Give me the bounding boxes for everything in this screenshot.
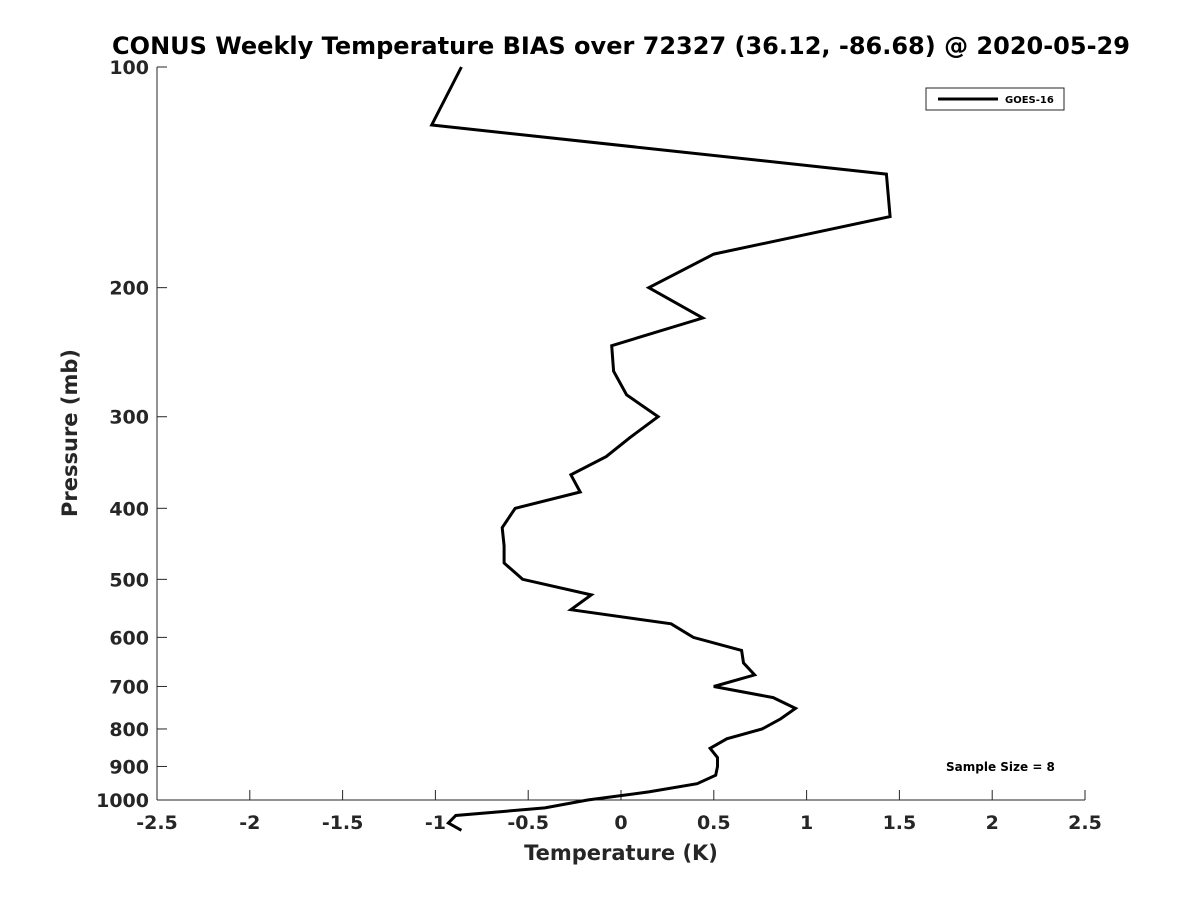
x-tick-label: 1 <box>800 812 813 834</box>
x-tick-label: -2.5 <box>136 812 178 834</box>
y-tick-label: 700 <box>109 676 149 698</box>
x-tick-label: 0 <box>614 812 627 834</box>
y-tick-label: 800 <box>109 719 149 741</box>
x-tick-label: 2.5 <box>1068 812 1102 834</box>
y-tick-label: 300 <box>109 407 149 429</box>
plot-area <box>157 67 1085 800</box>
y-tick-label: 200 <box>109 278 149 300</box>
y-tick-label: 900 <box>109 756 149 778</box>
x-tick-label: -1.5 <box>322 812 364 834</box>
y-ticks: 100 200 300 400 500 600 700 800 900 1000 <box>96 57 167 812</box>
chart-title: CONUS Weekly Temperature BIAS over 72327… <box>112 32 1130 60</box>
x-tick-label: -0.5 <box>507 812 549 834</box>
x-tick-label: -2 <box>239 812 260 834</box>
x-tick-label: 1.5 <box>883 812 917 834</box>
x-tick-label: 2 <box>986 812 999 834</box>
sample-size-annotation: Sample Size = 8 <box>946 760 1055 774</box>
x-tick-label: 0.5 <box>697 812 731 834</box>
y-axis-label: Pressure (mb) <box>58 349 82 517</box>
y-tick-label: 1000 <box>96 790 149 812</box>
legend: GOES-16 <box>925 87 1065 111</box>
x-tick-label: -1 <box>425 812 446 834</box>
y-tick-label: 600 <box>109 627 149 649</box>
legend-label-goes-16: GOES-16 <box>1005 95 1054 106</box>
x-ticks: -2.5 -2 -1.5 -1 -0.5 0 0.5 1 1.5 2 2.5 <box>136 790 1102 834</box>
y-tick-label: 500 <box>109 569 149 591</box>
series-line-goes-16 <box>429 66 892 832</box>
y-tick-label: 100 <box>109 57 149 79</box>
y-tick-label: 400 <box>109 498 149 520</box>
x-axis-label: Temperature (K) <box>524 841 718 865</box>
